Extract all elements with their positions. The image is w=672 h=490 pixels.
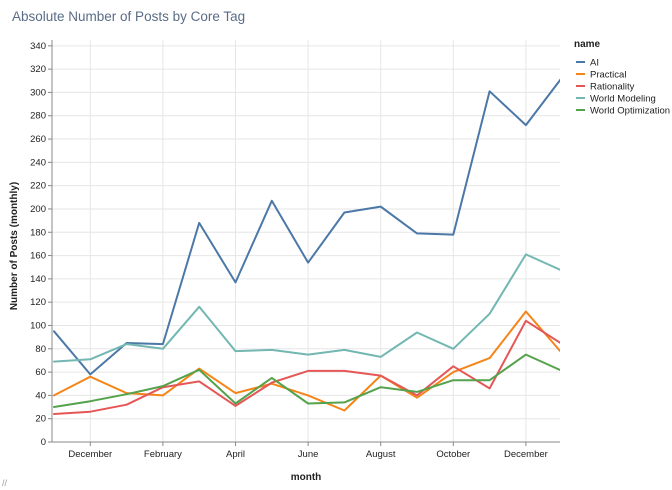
x-tick-label: December [68,449,112,460]
y-tick-label: 300 [30,87,46,98]
y-tick-label: 80 [35,344,46,355]
y-tick-label: 320 [30,64,46,75]
y-tick-label: 240 [30,157,46,168]
x-tick-label: August [366,449,396,460]
y-tick-label: 40 [35,390,46,401]
series-line-rationality[interactable] [53,319,599,415]
y-tick-label: 100 [30,320,46,331]
y-tick-label: 220 [30,181,46,192]
legend-item-practical[interactable]: Practical [590,70,626,81]
legend-item-ai[interactable]: AI [590,58,599,69]
y-tick-label: 60 [35,367,46,378]
axes: 0 20 40 60 80 100 120 140 160 180 200 220 240 260 280 3… [30,40,560,460]
y-tick-label: 160 [30,251,46,262]
x-tick-label: April [226,449,245,460]
grid [52,40,560,443]
y-tick-label: 120 [30,297,46,308]
legend-item-world-optimization[interactable]: World Optimization [590,106,670,117]
y-tick-label: 140 [30,274,46,285]
x-axis-title: month [291,472,322,483]
series-group [53,58,599,415]
y-tick-label: 0 [41,437,46,448]
x-tick-label: December [504,449,548,460]
x-tick-label: June [298,449,319,460]
y-tick-label: 180 [30,227,46,238]
series-line-world-optimization[interactable] [53,353,599,408]
x-tick-label: February [144,449,182,460]
chart-title: Absolute Number of Posts by Core Tag [12,9,246,24]
y-axis-title: Number of Posts (monthly) [9,182,20,310]
y-tick-label: 280 [30,111,46,122]
legend-item-world-modeling[interactable]: World Modeling [590,94,656,105]
y-tick-label: 20 [35,414,46,425]
series-line-world-modeling[interactable] [53,253,599,363]
legend-title: name [574,39,601,50]
x-tick-label: October [436,449,470,460]
series-line-ai[interactable] [53,58,599,376]
resize-handle[interactable]: // [2,478,8,488]
y-tick-label: 340 [30,41,46,52]
y-tick-label: 200 [30,204,46,215]
y-tick-label: 260 [30,134,46,145]
legend-item-rationality[interactable]: Rationality [590,82,635,93]
